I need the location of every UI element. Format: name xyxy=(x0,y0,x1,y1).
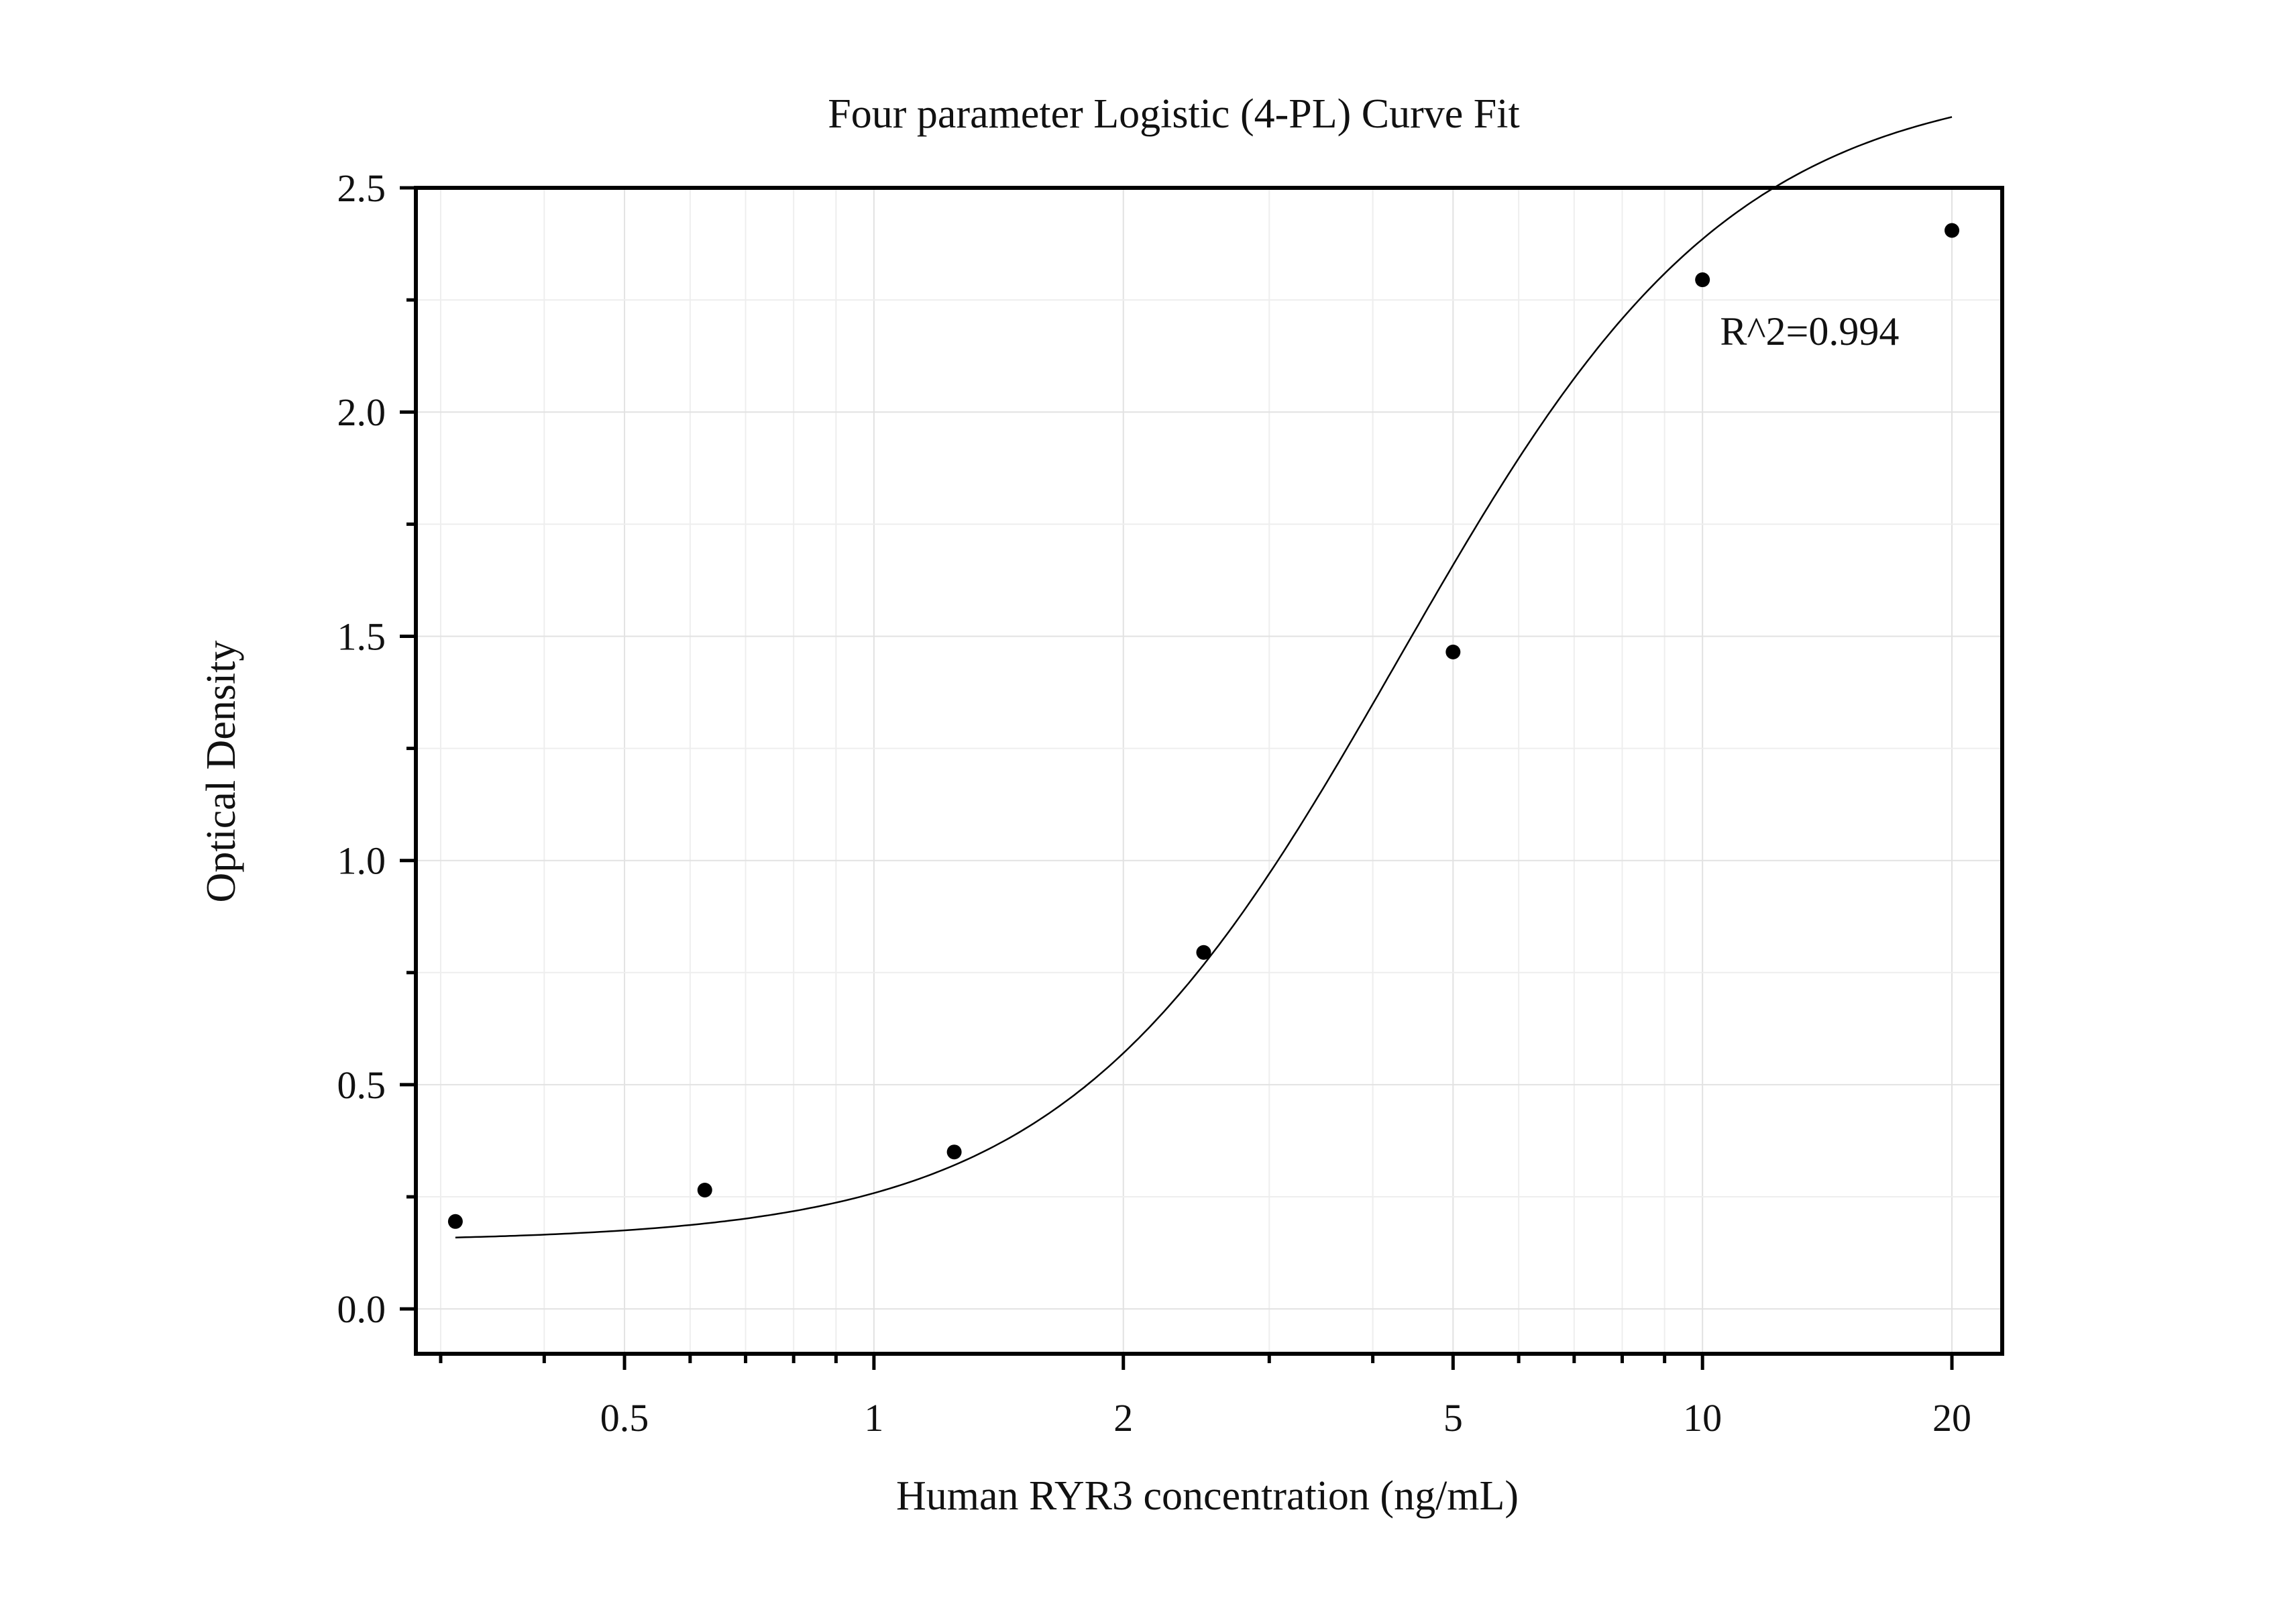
y-tick-label: 1.5 xyxy=(337,614,386,658)
y-tick-label: 0.0 xyxy=(337,1287,386,1331)
y-tick-label: 1.0 xyxy=(337,839,386,883)
x-tick-label: 0.5 xyxy=(600,1396,649,1440)
y-tick-labels: 0.0 0.5 1.0 1.5 2.0 2.5 xyxy=(337,166,386,1331)
data-point xyxy=(447,1214,463,1229)
grid xyxy=(416,187,2002,1354)
x-tick-label: 10 xyxy=(1683,1396,1722,1440)
y-tick-label: 2.0 xyxy=(337,390,386,434)
y-tick-label: 0.5 xyxy=(337,1063,386,1107)
data-point xyxy=(1445,644,1461,659)
x-tick-labels: 0.5 1 2 5 10 20 xyxy=(600,1396,1971,1440)
chart-title: Four parameter Logistic (4-PL) Curve Fit xyxy=(828,91,1519,137)
data-point xyxy=(1945,223,1960,238)
y-axis-label: Optical Density xyxy=(199,641,244,903)
x-axis-label: Human RYR3 concentration (ng/mL) xyxy=(896,1473,1519,1519)
plot-frame xyxy=(414,186,2004,1356)
x-tick-label: 5 xyxy=(1443,1396,1463,1440)
x-tick-label: 20 xyxy=(1932,1396,1971,1440)
x-tick-label: 1 xyxy=(864,1396,883,1440)
fit-curve xyxy=(455,116,1953,1238)
data-point xyxy=(697,1183,712,1198)
data-points xyxy=(447,223,1960,1229)
axis-ticks xyxy=(400,186,1954,1370)
data-point xyxy=(1196,945,1211,960)
data-point xyxy=(1695,272,1710,288)
y-tick-label: 2.5 xyxy=(337,166,386,210)
data-point xyxy=(946,1144,962,1160)
r-squared-annotation: R^2=0.994 xyxy=(1720,309,1899,354)
x-tick-label: 2 xyxy=(1113,1396,1133,1440)
